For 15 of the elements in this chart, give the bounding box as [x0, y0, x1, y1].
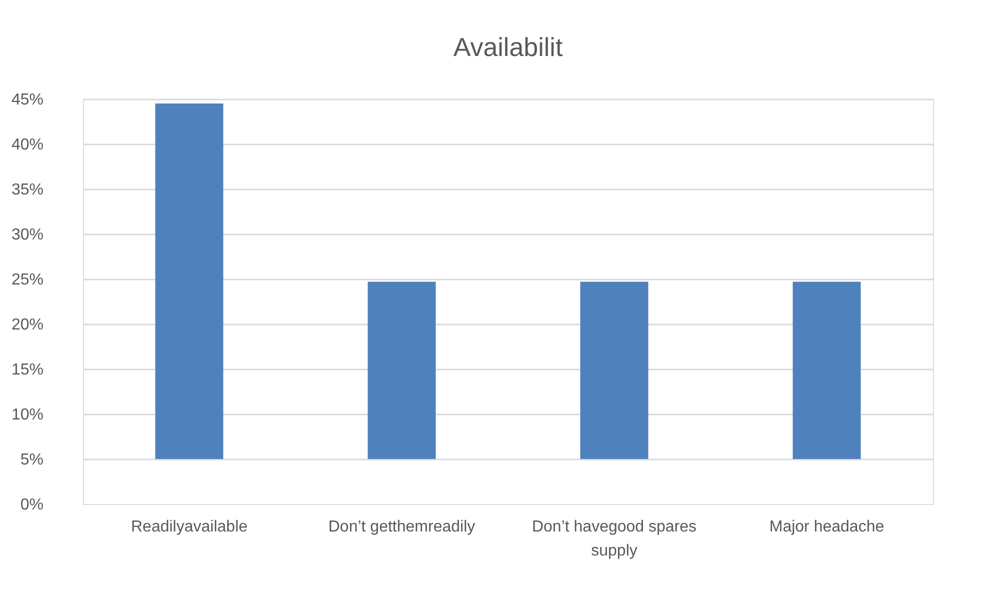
y-tick-label: 35%: [11, 182, 44, 198]
y-tick-label: 0%: [20, 496, 44, 514]
y-tick-label: 25%: [11, 272, 44, 288]
y-tick-label: 40%: [11, 136, 44, 154]
y-tick-label: 45%: [11, 92, 44, 108]
y-tick-label: 30%: [11, 226, 44, 244]
x-tick-label: Don’t getthemreadily: [328, 518, 476, 536]
y-tick-label: 20%: [11, 316, 44, 334]
chart-title: Availabilit: [453, 32, 564, 62]
x-tick-label: Don’t havegood spares supply: [532, 518, 697, 560]
y-tick-label: 10%: [11, 406, 44, 424]
x-tick-label: Readilyavailable: [130, 518, 248, 536]
y-tick-label: 15%: [11, 362, 44, 378]
y-tick-label: 5%: [20, 452, 44, 468]
x-tick-label: Major headache: [769, 518, 884, 536]
